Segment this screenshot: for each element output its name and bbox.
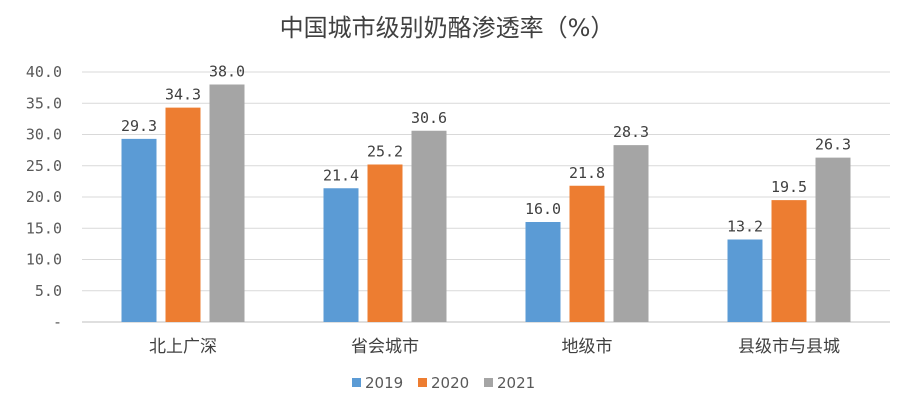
category-label: 地级市: [562, 337, 613, 357]
legend-label: 2020: [431, 374, 469, 392]
bars: [121, 84, 851, 322]
bar-2021-3: [613, 145, 649, 322]
data-label: 38.0: [209, 63, 245, 81]
bar-2020-3: [569, 185, 605, 322]
legend-swatch: [484, 378, 493, 387]
data-label: 19.5: [771, 178, 807, 196]
bar-2019-1: [121, 138, 157, 322]
bar-2021-4: [815, 157, 851, 322]
bar-2020-4: [771, 200, 807, 322]
legend-swatch: [418, 378, 427, 387]
data-label: 16.0: [525, 200, 561, 218]
category-label: 县级市与县城: [738, 337, 840, 357]
bar-2019-3: [525, 222, 561, 322]
y-tick-label: 10.0: [26, 251, 62, 269]
data-label: 25.2: [367, 143, 403, 161]
y-tick-label: 35.0: [26, 94, 62, 112]
chart-title: 中国城市级别奶酪渗透率（%）: [280, 14, 615, 42]
y-tick-label: 40.0: [26, 63, 62, 81]
bar-2021-1: [209, 84, 245, 322]
bar-2019-4: [727, 239, 763, 322]
y-tick-label: 5.0: [35, 282, 62, 300]
y-tick-label: 15.0: [26, 219, 62, 237]
legend-label: 2019: [365, 374, 403, 392]
category-label: 省会城市: [351, 337, 419, 357]
data-label: 26.3: [815, 136, 851, 154]
legend-swatch: [352, 378, 361, 387]
data-label: 21.4: [323, 166, 359, 184]
data-label: 13.2: [727, 218, 763, 236]
x-axis-categories: 北上广深 省会城市 地级市 县级市与县城: [149, 337, 840, 357]
legend: 2019 2020 2021: [352, 374, 535, 392]
y-tick-label: 20.0: [26, 188, 62, 206]
bar-2021-2: [411, 130, 447, 322]
data-label: 28.3: [613, 123, 649, 141]
y-tick-label: 30.0: [26, 126, 62, 144]
bar-2020-2: [367, 164, 403, 322]
y-axis-ticks: - 5.0 10.0 15.0 20.0 25.0 30.0 35.0 40.0: [26, 63, 62, 331]
data-label: 21.8: [569, 164, 605, 182]
data-labels: 29.3 34.3 38.0 21.4 25.2 30.6 16.0 21.8 28.3 13.2…: [121, 63, 851, 236]
data-label: 30.6: [411, 109, 447, 127]
data-label: 29.3: [121, 117, 157, 135]
y-tick-label: 25.0: [26, 157, 62, 175]
legend-label: 2021: [497, 374, 535, 392]
category-label: 北上广深: [149, 337, 217, 357]
data-label: 34.3: [165, 86, 201, 104]
bar-2019-2: [323, 188, 359, 322]
y-tick-label: -: [53, 313, 62, 331]
bar-2020-1: [165, 107, 201, 322]
gridlines: [82, 71, 890, 323]
